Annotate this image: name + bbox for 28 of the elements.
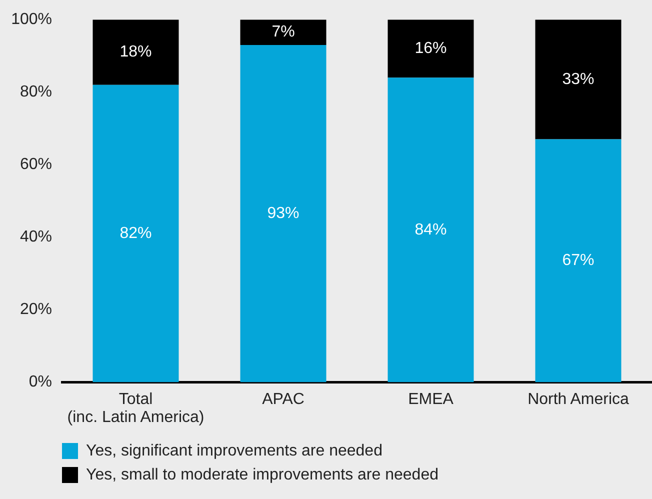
bar bbox=[92, 20, 179, 85]
bar bbox=[240, 44, 326, 382]
legend-label: Yes, significant improvements are needed bbox=[86, 442, 382, 460]
y-tick-label: 60% bbox=[20, 156, 52, 174]
x-tick-label: Total (inc. Latin America) bbox=[67, 390, 204, 426]
bar bbox=[388, 78, 474, 382]
data-label: 18% bbox=[120, 44, 152, 61]
bar bbox=[388, 20, 474, 78]
bar bbox=[92, 84, 179, 382]
data-label: 93% bbox=[267, 204, 300, 222]
x-tick-label: APAC bbox=[262, 390, 304, 408]
data-label: 7% bbox=[272, 24, 295, 41]
y-tick-label: 100% bbox=[11, 11, 52, 28]
data-label: 33% bbox=[562, 70, 594, 88]
data-label: 82% bbox=[120, 224, 152, 242]
legend-label: Yes, small to moderate improvements are needed bbox=[86, 466, 438, 484]
y-tick-label: 40% bbox=[20, 228, 52, 246]
data-label: 16% bbox=[414, 40, 447, 58]
y-tick-label: 0% bbox=[28, 374, 52, 391]
y-tick-label: 20% bbox=[20, 301, 52, 318]
data-label: 84% bbox=[414, 221, 447, 238]
data-label: 67% bbox=[562, 252, 594, 270]
bar bbox=[240, 20, 326, 45]
x-tick-label: EMEA bbox=[408, 390, 454, 408]
bar bbox=[535, 20, 622, 140]
x-tick-label: North America bbox=[528, 390, 630, 408]
bar bbox=[535, 139, 622, 382]
y-tick-label: 80% bbox=[20, 84, 52, 101]
